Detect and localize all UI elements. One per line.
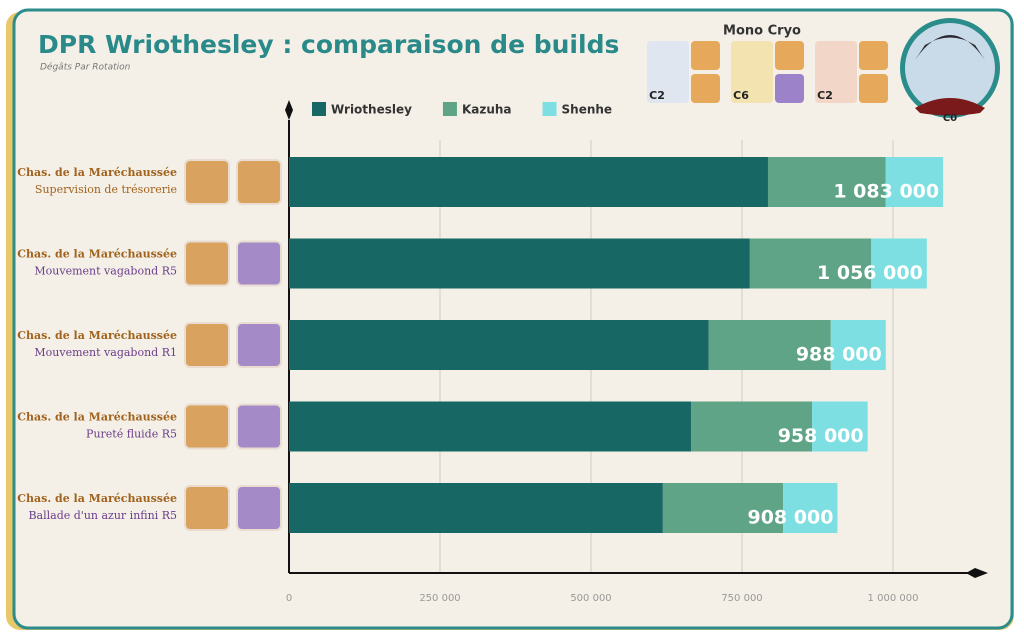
artifact-icon: [184, 403, 230, 450]
bar-segment: [289, 401, 692, 452]
weapon-icon: [236, 159, 282, 205]
team-portrait: [815, 41, 857, 103]
portrait-coat: [915, 98, 985, 116]
total-label: 958 000: [778, 425, 864, 447]
x-axis-arrow: [966, 568, 988, 578]
team-icon: [691, 74, 720, 103]
category-weapon: Mouvement vagabond R1: [34, 346, 177, 359]
legend-swatch: [312, 102, 326, 116]
category-weapon: Pureté fluide R5: [86, 428, 177, 441]
bar-segment: [871, 238, 927, 289]
category-weapon: Mouvement vagabond R5: [34, 265, 177, 278]
category-weapon: Ballade d'un azur infini R5: [28, 509, 177, 522]
total-label: 1 083 000: [833, 181, 939, 203]
total-label: 908 000: [747, 507, 833, 529]
category-set: Chas. de la Maréchaussée: [17, 492, 177, 505]
x-tick-label: 1 000 000: [868, 593, 919, 604]
y-axis-arrow: [285, 100, 293, 120]
team-label: Mono Cryo: [723, 24, 801, 39]
bar-segment: [289, 483, 663, 533]
weapon-icon: [236, 240, 282, 287]
bar-segment: [289, 238, 750, 289]
team-icon: [775, 41, 804, 70]
bar-segment: [662, 483, 784, 533]
artifact-icon: [184, 322, 230, 368]
legend-label: Wriothesley: [331, 103, 412, 117]
legend-label: Shenhe: [562, 103, 613, 117]
category-set: Chas. de la Maréchaussée: [17, 166, 177, 179]
team-constellation: C2: [649, 89, 665, 102]
team-icon: [859, 74, 888, 103]
chart-title: DPR Wriothesley : comparaison de builds: [38, 30, 619, 59]
team-portrait: [647, 41, 689, 103]
plot: 0 250 000 500 000 750 000 1 000 000 Wriothesl…: [17, 102, 968, 604]
team-icon: [859, 41, 888, 70]
category-set: Chas. de la Maréchaussée: [17, 248, 177, 261]
weapon-icon: [236, 403, 282, 450]
bar-segment: [749, 238, 872, 289]
bar-segment: [830, 320, 886, 370]
bar-segment: [783, 483, 838, 533]
bar-segment: [767, 157, 886, 207]
weapon-icon: [236, 322, 282, 368]
legend-swatch: [442, 102, 457, 116]
total-label: 1 056 000: [817, 262, 923, 284]
portrait-hair: [915, 35, 985, 60]
team-portrait: [731, 41, 773, 103]
chart-subtitle: Dégâts Par Rotation: [40, 62, 131, 73]
bar-segment: [289, 320, 709, 370]
bar-segment: [691, 401, 813, 452]
x-tick-label: 500 000: [570, 593, 611, 604]
legend-swatch: [542, 102, 557, 116]
category-set: Chas. de la Maréchaussée: [17, 411, 177, 424]
team-constellation: C2: [817, 89, 833, 102]
bar-segment: [812, 401, 868, 452]
total-label: 988 000: [796, 344, 882, 366]
legend-label: Kazuha: [462, 103, 512, 117]
category-set: Chas. de la Maréchaussée: [17, 329, 177, 342]
bar-segment: [289, 157, 768, 207]
bar-segment: [708, 320, 831, 370]
team-icon: [775, 74, 804, 103]
x-tick-label: 0: [286, 593, 292, 604]
x-tick-label: 750 000: [721, 593, 762, 604]
team-constellation: C6: [733, 89, 749, 102]
artifact-icon: [184, 159, 230, 205]
artifact-icon: [184, 485, 230, 531]
weapon-icon: [236, 485, 282, 531]
main-constellation: C0: [943, 113, 957, 124]
x-tick-label: 250 000: [419, 593, 460, 604]
bar-segment: [885, 157, 944, 207]
category-weapon: Supervision de trésorerie: [35, 183, 177, 196]
main-portrait: [905, 23, 995, 113]
artifact-icon: [184, 240, 230, 287]
team: C2 C6 C2: [647, 41, 888, 103]
team-icon: [691, 41, 720, 70]
